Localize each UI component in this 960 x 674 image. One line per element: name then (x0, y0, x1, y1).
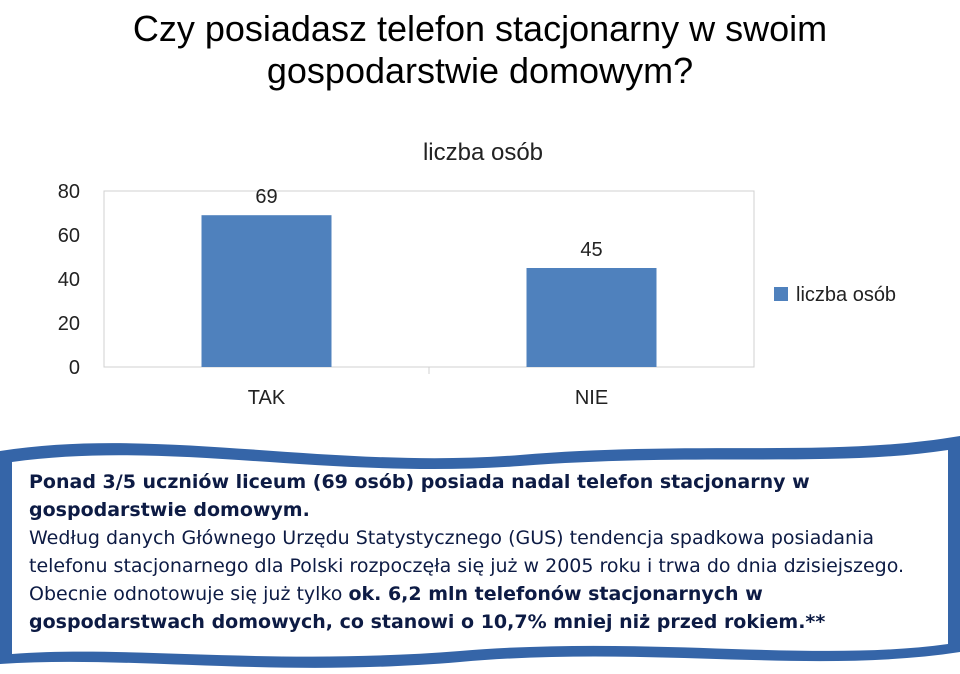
y-axis-labels: 0 20 40 60 80 (58, 181, 80, 379)
legend: liczba osób (774, 284, 896, 306)
data-label-tak: 69 (255, 186, 277, 208)
y-tick-label: 0 (69, 357, 80, 379)
legend-label: liczba osób (796, 284, 896, 306)
y-tick-label: 40 (58, 269, 80, 291)
slide-title-text: Czy posiadasz telefon stacjonarny w swoi… (132, 8, 828, 91)
bar-tak (201, 215, 332, 367)
y-tick-label: 60 (58, 225, 80, 247)
plot-area: 69 TAK 45 NIE (103, 186, 755, 409)
caption-banner (0, 436, 960, 668)
bar-chart: liczba osób 0 20 40 60 80 69 TAK 45 NIE liczba … (58, 139, 896, 409)
caption-bold-line: Ponad 3/5 uczniów liceum (69 osób) posia… (29, 471, 810, 521)
data-label-nie: 45 (580, 239, 602, 261)
banner-inner (12, 450, 948, 657)
y-tick-label: 80 (58, 181, 80, 203)
x-tick-label-nie: NIE (575, 387, 608, 409)
x-tick-label-tak: TAK (248, 387, 286, 409)
chart-title: liczba osób (423, 139, 543, 166)
caption-bold-tail: ok. 6,2 mln telefonów stacjonarnych w go… (29, 583, 826, 633)
caption-paragraph: Według danych Głównego Urzędu Statystycz… (29, 524, 939, 636)
y-tick-label: 20 (58, 313, 80, 335)
bar-nie (526, 268, 657, 367)
legend-swatch (774, 287, 788, 301)
caption-normal-text: Według danych Głównego Urzędu Statystycz… (29, 527, 905, 605)
caption-text: Ponad 3/5 uczniów liceum (69 osób) posia… (29, 468, 939, 636)
slide-title: Czy posiadasz telefon stacjonarny w swoi… (0, 0, 960, 100)
